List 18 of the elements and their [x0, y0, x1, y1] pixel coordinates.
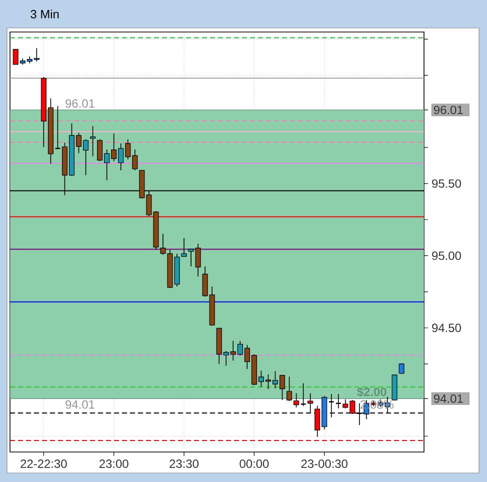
- y-tick-label: 94.50: [432, 324, 461, 332]
- candlestick: [160, 234, 166, 256]
- y-tick-label: 95.50: [432, 179, 461, 188]
- x-tick-label: 22-22:30: [20, 460, 67, 468]
- annotation: 96.01: [66, 99, 94, 108]
- band-label: $2.00: [357, 387, 386, 397]
- annotation: 94.01: [66, 400, 94, 409]
- x-tick-label: 23:30: [170, 460, 199, 468]
- candlestick: [294, 392, 300, 408]
- candlestick: [398, 362, 404, 374]
- candlestick: [286, 376, 292, 402]
- x-tick-label: 23:00: [99, 460, 128, 468]
- candlestick: [90, 126, 96, 157]
- x-tick-label: 23-00:30: [301, 460, 348, 468]
- y-tick-label: 95.00: [432, 251, 461, 260]
- x-tick-label: 00:00: [240, 460, 269, 468]
- annotation: 2.08%: [360, 400, 394, 409]
- chart-title: 3 Min: [30, 10, 59, 18]
